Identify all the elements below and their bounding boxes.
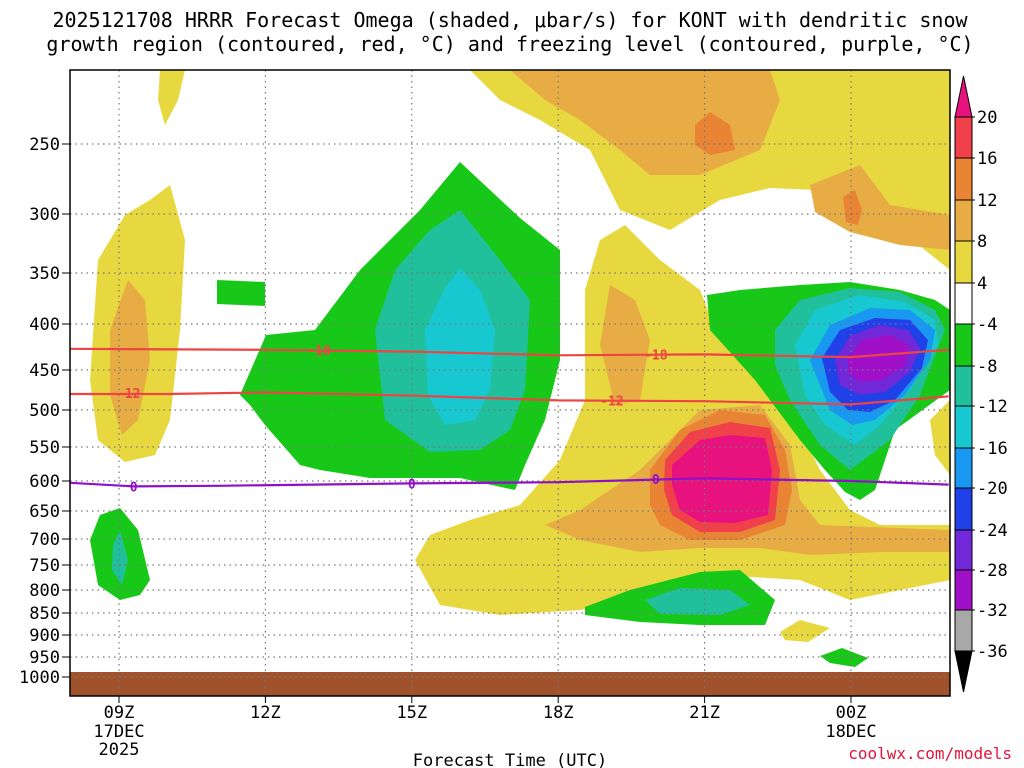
colorbar-label-10: -24 <box>977 521 1008 541</box>
colorbar-bottom-arrow <box>954 650 973 693</box>
x-tick-label-00Z: 00Z <box>836 703 867 723</box>
contour-label-3: -12 <box>600 394 623 409</box>
colorbar-label-3: 8 <box>977 232 987 252</box>
colorbar-label-11: -28 <box>977 561 1008 581</box>
y-tick-label-650: 650 <box>29 502 60 522</box>
colorbar-label-9: -20 <box>977 479 1008 499</box>
colorbar-label-7: -12 <box>977 397 1008 417</box>
y-tick-label-350: 350 <box>29 264 60 284</box>
x-tick-label-12Z: 12Z <box>250 703 281 723</box>
x-tick-label-21Z: 21Z <box>689 703 720 723</box>
colorbar-segment-4 <box>954 282 973 325</box>
colorbar-label-0: 20 <box>977 108 997 128</box>
surface-terrain <box>70 672 950 696</box>
omega-fill-8-12-upper-right <box>810 165 950 250</box>
contour-label-5: 0 <box>408 477 416 492</box>
y-tick-label-400: 400 <box>29 315 60 335</box>
contour-label-1: -18 <box>644 348 668 363</box>
y-tick-label-250: 250 <box>29 135 60 155</box>
omega-fill-m32-m28 <box>848 335 910 382</box>
colorbar-label-13: -36 <box>977 642 1008 662</box>
omega-fill-12-16-small <box>843 190 862 225</box>
omega-fill-m12-m8-lower-mid <box>645 588 750 615</box>
credit-text: coolwx.com/models <box>848 744 1012 763</box>
y-tick-label-950: 950 <box>29 648 60 668</box>
x-tick-date-00Z: 18DEC <box>825 722 876 742</box>
grid-lines <box>70 70 950 696</box>
y-tick-label-600: 600 <box>29 472 60 492</box>
colorbar-segment-8 <box>954 447 973 489</box>
omega-negative-fields <box>90 162 950 667</box>
omega-fill-m12-m8-lower-left <box>112 530 128 585</box>
colorbar-segment-12 <box>954 609 973 652</box>
omega-fill-4-8-mid-right <box>415 225 950 615</box>
y-tick-label-800: 800 <box>29 581 60 601</box>
y-axis: 2503003504004505005506006507007508008509… <box>19 135 70 688</box>
x-tick-label-09Z: 09Z <box>104 703 135 723</box>
colorbar-label-4: 4 <box>977 274 987 294</box>
colorbar-segment-7 <box>954 405 973 449</box>
colorbar: 20 16 12 8 4 -4 -8 -12 -16 -20 -24 -28 -32 -36 <box>954 75 1008 693</box>
y-tick-label-850: 850 <box>29 604 60 624</box>
x-tick-year-09Z: 2025 <box>99 740 140 760</box>
contour-label-4: 0 <box>130 480 138 495</box>
colorbar-label-6: -8 <box>977 357 997 377</box>
colorbar-label-2: 12 <box>977 191 997 211</box>
y-tick-label-550: 550 <box>29 438 60 458</box>
colorbar-segment-10 <box>954 529 973 571</box>
plot-frame <box>69 69 951 697</box>
contour-labels: -18 -18 -12 -12 0 0 0 <box>117 344 668 496</box>
colorbar-segment-3 <box>954 240 973 284</box>
plot-area: -18 -18 -12 -12 0 0 0 <box>70 70 950 696</box>
omega-fill-8-12-mid-left <box>600 285 650 405</box>
y-tick-label-750: 750 <box>29 556 60 576</box>
contour-dgz-upper <box>70 347 949 359</box>
omega-fill-4-8-upper-left <box>158 70 185 125</box>
colorbar-segment-2 <box>954 199 973 242</box>
x-axis-title: Forecast Time (UTC) <box>413 751 607 768</box>
colorbar-label-8: -16 <box>977 439 1008 459</box>
chart-title-line-1: 2025121708 HRRR Forecast Omega (shaded, … <box>52 8 968 32</box>
x-tick-label-15Z: 15Z <box>396 703 427 723</box>
omega-fill-m8-m4-small-box <box>217 280 265 306</box>
omega-fill-m16-m12-center <box>425 268 495 425</box>
chart-title-line-2: growth region (contoured, red, °C) and f… <box>46 32 973 56</box>
colorbar-segment-6 <box>954 365 973 407</box>
y-tick-label-1000: 1000 <box>19 668 60 688</box>
contour-dgz-lower <box>70 391 949 406</box>
colorbar-label-1: 16 <box>977 149 997 169</box>
colorbar-segment-5 <box>954 323 973 367</box>
contour-label-2: -12 <box>117 387 140 402</box>
x-tick-label-18Z: 18Z <box>543 703 574 723</box>
y-tick-label-300: 300 <box>29 205 60 225</box>
y-tick-label-450: 450 <box>29 361 60 381</box>
omega-fill-8-12-left <box>110 280 150 435</box>
y-tick-label-700: 700 <box>29 530 60 550</box>
omega-fill-m8-m4-bottom-blob <box>820 648 868 667</box>
colorbar-segment-9 <box>954 487 973 531</box>
omega-fill-4-8-right-edge <box>930 400 950 475</box>
omega-fill-4-8-small-blob <box>780 620 830 642</box>
colorbar-segment-1 <box>954 157 973 201</box>
contour-label-0: -18 <box>307 344 331 359</box>
y-tick-label-900: 900 <box>29 626 60 646</box>
colorbar-segment-11 <box>954 569 973 611</box>
x-tick-date-09Z: 17DEC <box>93 722 144 742</box>
y-tick-label-500: 500 <box>29 401 60 421</box>
colorbar-label-12: -32 <box>977 601 1008 621</box>
colorbar-top-arrow <box>954 75 973 118</box>
contour-lines <box>70 347 949 488</box>
contour-label-6: 0 <box>652 473 660 488</box>
colorbar-label-5: -4 <box>977 315 997 335</box>
colorbar-segment-0 <box>954 116 973 159</box>
contour-freezing-level <box>70 477 949 488</box>
